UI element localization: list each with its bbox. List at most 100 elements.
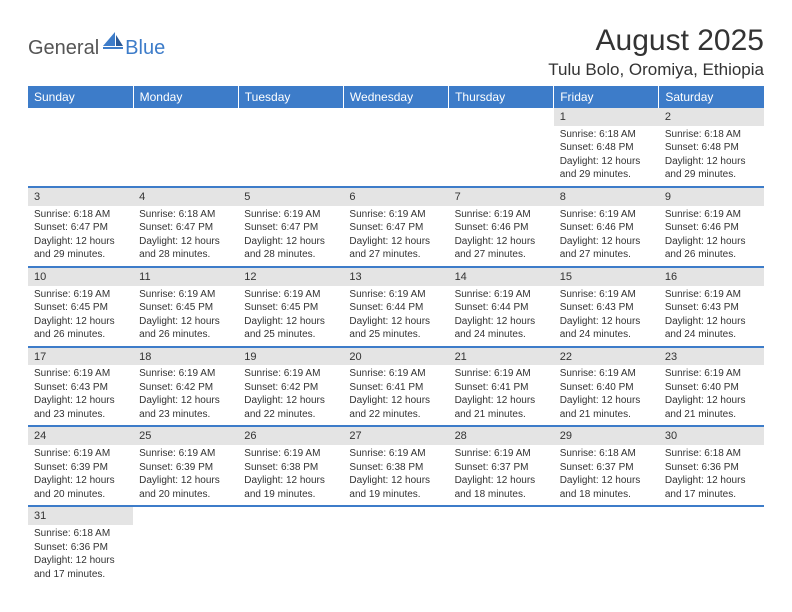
day-body: Sunrise: 6:19 AMSunset: 6:39 PMDaylight:… xyxy=(28,445,133,505)
day-number: 8 xyxy=(554,188,659,206)
calendar-day: 1Sunrise: 6:18 AMSunset: 6:48 PMDaylight… xyxy=(554,108,659,187)
sunrise: Sunrise: 6:19 AM xyxy=(139,447,232,461)
day-body: Sunrise: 6:19 AMSunset: 6:46 PMDaylight:… xyxy=(554,206,659,266)
calendar-table: SundayMondayTuesdayWednesdayThursdayFrid… xyxy=(28,86,764,585)
day-number: 2 xyxy=(659,108,764,126)
calendar-day: 26Sunrise: 6:19 AMSunset: 6:38 PMDayligh… xyxy=(238,426,343,506)
sunrise: Sunrise: 6:19 AM xyxy=(139,367,232,381)
title-block: August 2025 Tulu Bolo, Oromiya, Ethiopia xyxy=(548,24,764,80)
day-number xyxy=(238,108,343,126)
day-number: 9 xyxy=(659,188,764,206)
day-header: Sunday xyxy=(28,86,133,108)
logo-text-blue: Blue xyxy=(125,37,165,60)
sunrise: Sunrise: 6:18 AM xyxy=(560,447,653,461)
sunset: Sunset: 6:45 PM xyxy=(139,301,232,315)
daylight: Daylight: 12 hours and 19 minutes. xyxy=(349,474,442,501)
sunrise: Sunrise: 6:18 AM xyxy=(665,447,758,461)
calendar-day: 29Sunrise: 6:18 AMSunset: 6:37 PMDayligh… xyxy=(554,426,659,506)
day-body: Sunrise: 6:19 AMSunset: 6:44 PMDaylight:… xyxy=(449,286,554,346)
day-body: Sunrise: 6:19 AMSunset: 6:37 PMDaylight:… xyxy=(449,445,554,505)
calendar-day xyxy=(133,108,238,187)
sunrise: Sunrise: 6:19 AM xyxy=(244,288,337,302)
sunset: Sunset: 6:43 PM xyxy=(665,301,758,315)
day-body: Sunrise: 6:19 AMSunset: 6:40 PMDaylight:… xyxy=(554,365,659,425)
day-number: 5 xyxy=(238,188,343,206)
sunrise: Sunrise: 6:19 AM xyxy=(349,288,442,302)
day-number: 13 xyxy=(343,268,448,286)
sunrise: Sunrise: 6:19 AM xyxy=(244,447,337,461)
day-number: 21 xyxy=(449,348,554,366)
location: Tulu Bolo, Oromiya, Ethiopia xyxy=(548,60,764,80)
sunset: Sunset: 6:46 PM xyxy=(560,221,653,235)
daylight: Daylight: 12 hours and 17 minutes. xyxy=(665,474,758,501)
day-header: Wednesday xyxy=(343,86,448,108)
daylight: Daylight: 12 hours and 21 minutes. xyxy=(455,394,548,421)
sunrise: Sunrise: 6:19 AM xyxy=(455,288,548,302)
day-body: Sunrise: 6:19 AMSunset: 6:44 PMDaylight:… xyxy=(343,286,448,346)
sunset: Sunset: 6:40 PM xyxy=(665,381,758,395)
header: General Blue August 2025 Tulu Bolo, Orom… xyxy=(28,24,764,80)
sunset: Sunset: 6:41 PM xyxy=(349,381,442,395)
calendar-day xyxy=(28,108,133,187)
calendar-day xyxy=(343,108,448,187)
day-number: 4 xyxy=(133,188,238,206)
sunrise: Sunrise: 6:19 AM xyxy=(560,288,653,302)
day-number: 7 xyxy=(449,188,554,206)
sunrise: Sunrise: 6:19 AM xyxy=(349,208,442,222)
calendar-day xyxy=(554,506,659,585)
calendar-day: 28Sunrise: 6:19 AMSunset: 6:37 PMDayligh… xyxy=(449,426,554,506)
sunset: Sunset: 6:47 PM xyxy=(349,221,442,235)
day-number xyxy=(449,507,554,525)
sunrise: Sunrise: 6:18 AM xyxy=(34,208,127,222)
calendar-day: 21Sunrise: 6:19 AMSunset: 6:41 PMDayligh… xyxy=(449,347,554,427)
logo-sail-icon xyxy=(103,32,125,55)
sunset: Sunset: 6:37 PM xyxy=(560,461,653,475)
day-body: Sunrise: 6:19 AMSunset: 6:43 PMDaylight:… xyxy=(554,286,659,346)
day-header: Tuesday xyxy=(238,86,343,108)
day-number xyxy=(343,108,448,126)
calendar-day xyxy=(449,108,554,187)
day-number: 19 xyxy=(238,348,343,366)
sunrise: Sunrise: 6:19 AM xyxy=(665,288,758,302)
calendar-week: 1Sunrise: 6:18 AMSunset: 6:48 PMDaylight… xyxy=(28,108,764,187)
day-body: Sunrise: 6:19 AMSunset: 6:45 PMDaylight:… xyxy=(28,286,133,346)
sunset: Sunset: 6:47 PM xyxy=(244,221,337,235)
daylight: Daylight: 12 hours and 21 minutes. xyxy=(665,394,758,421)
calendar-day: 25Sunrise: 6:19 AMSunset: 6:39 PMDayligh… xyxy=(133,426,238,506)
calendar-day: 2Sunrise: 6:18 AMSunset: 6:48 PMDaylight… xyxy=(659,108,764,187)
logo: General Blue xyxy=(28,32,165,65)
daylight: Daylight: 12 hours and 17 minutes. xyxy=(34,554,127,581)
sunset: Sunset: 6:46 PM xyxy=(665,221,758,235)
day-header: Friday xyxy=(554,86,659,108)
sunset: Sunset: 6:42 PM xyxy=(139,381,232,395)
day-body: Sunrise: 6:19 AMSunset: 6:43 PMDaylight:… xyxy=(28,365,133,425)
day-number xyxy=(133,108,238,126)
calendar-day xyxy=(133,506,238,585)
calendar-day: 9Sunrise: 6:19 AMSunset: 6:46 PMDaylight… xyxy=(659,187,764,267)
day-body: Sunrise: 6:19 AMSunset: 6:45 PMDaylight:… xyxy=(133,286,238,346)
day-number xyxy=(554,507,659,525)
daylight: Daylight: 12 hours and 24 minutes. xyxy=(560,315,653,342)
sunset: Sunset: 6:41 PM xyxy=(455,381,548,395)
daylight: Daylight: 12 hours and 28 minutes. xyxy=(139,235,232,262)
day-body: Sunrise: 6:18 AMSunset: 6:36 PMDaylight:… xyxy=(28,525,133,585)
calendar-week: 17Sunrise: 6:19 AMSunset: 6:43 PMDayligh… xyxy=(28,347,764,427)
day-body: Sunrise: 6:19 AMSunset: 6:46 PMDaylight:… xyxy=(449,206,554,266)
daylight: Daylight: 12 hours and 23 minutes. xyxy=(34,394,127,421)
sunset: Sunset: 6:40 PM xyxy=(560,381,653,395)
daylight: Daylight: 12 hours and 27 minutes. xyxy=(455,235,548,262)
day-number xyxy=(28,108,133,126)
day-number xyxy=(238,507,343,525)
calendar-day: 10Sunrise: 6:19 AMSunset: 6:45 PMDayligh… xyxy=(28,267,133,347)
sunset: Sunset: 6:45 PM xyxy=(34,301,127,315)
calendar-week: 31Sunrise: 6:18 AMSunset: 6:36 PMDayligh… xyxy=(28,506,764,585)
sunrise: Sunrise: 6:18 AM xyxy=(34,527,127,541)
daylight: Daylight: 12 hours and 21 minutes. xyxy=(560,394,653,421)
day-number: 31 xyxy=(28,507,133,525)
day-body: Sunrise: 6:18 AMSunset: 6:36 PMDaylight:… xyxy=(659,445,764,505)
daylight: Daylight: 12 hours and 27 minutes. xyxy=(560,235,653,262)
daylight: Daylight: 12 hours and 27 minutes. xyxy=(349,235,442,262)
sunrise: Sunrise: 6:19 AM xyxy=(665,367,758,381)
calendar-day: 17Sunrise: 6:19 AMSunset: 6:43 PMDayligh… xyxy=(28,347,133,427)
sunrise: Sunrise: 6:19 AM xyxy=(560,367,653,381)
